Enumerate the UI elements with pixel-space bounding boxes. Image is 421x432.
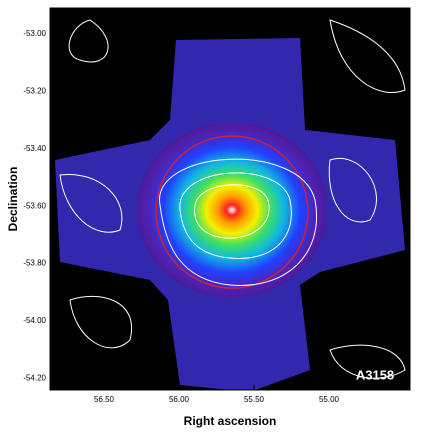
page: A3158 Right ascension Declination 56.50 5… (0, 0, 421, 432)
sky-image (50, 8, 410, 392)
cluster-emission (137, 122, 327, 298)
y-tick-label: -53.00 (23, 29, 46, 38)
x-tick-label: 56.00 (169, 395, 190, 404)
x-tick-label: 55.50 (244, 395, 265, 404)
y-tick-label: -53.80 (23, 259, 46, 268)
y-tick-label: -53.40 (23, 144, 46, 153)
y-tick-label: -54.00 (23, 316, 46, 325)
y-tick-label: -53.20 (23, 86, 46, 95)
y-tick-label: -54.20 (23, 374, 46, 383)
chart: A3158 Right ascension Declination 56.50 5… (0, 0, 421, 432)
y-axis-label: Declination (6, 167, 20, 232)
y-tick-label: -53.60 (23, 201, 46, 210)
x-tick-label: 56.50 (94, 395, 115, 404)
x-axis-label: Right ascension (184, 414, 277, 428)
x-tick-label: 55.00 (319, 395, 340, 404)
cluster-label: A3158 (356, 367, 394, 382)
